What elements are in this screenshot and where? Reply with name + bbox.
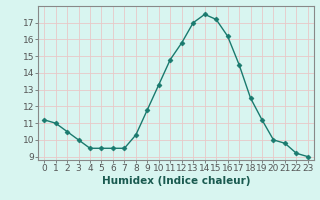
X-axis label: Humidex (Indice chaleur): Humidex (Indice chaleur) — [102, 176, 250, 186]
